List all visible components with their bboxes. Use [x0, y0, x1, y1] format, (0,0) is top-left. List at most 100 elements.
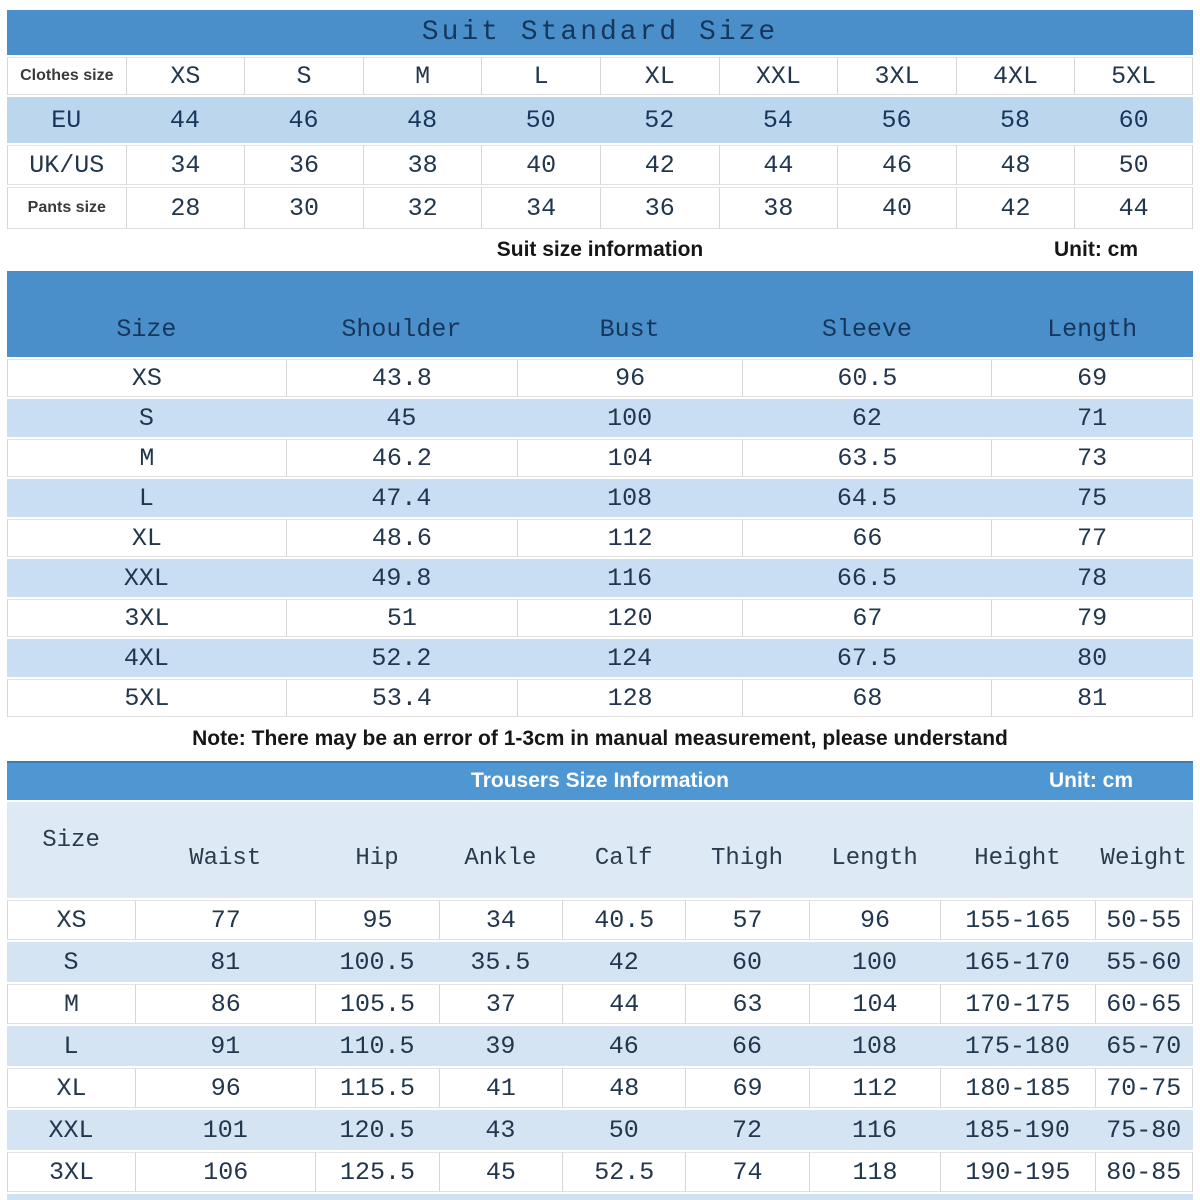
- row-label-cell: UK/US: [7, 145, 126, 186]
- suit-info-title: Suit size information: [496, 238, 704, 262]
- value-cell: 77: [991, 519, 1193, 557]
- size-cell: XL: [7, 1068, 136, 1109]
- size-cell: 3XL: [7, 599, 286, 637]
- value-cell: 175-180: [940, 1026, 1095, 1067]
- value-cell: 44: [1074, 187, 1193, 230]
- size-cell: 4XL: [7, 639, 286, 677]
- value-cell: 57: [685, 900, 809, 941]
- value-cell: 53.4: [285, 679, 517, 717]
- value-cell: 52.5: [562, 1152, 686, 1193]
- value-cell: 37: [438, 984, 563, 1025]
- value-cell: 36: [244, 145, 363, 186]
- value-cell: 110.5: [315, 1026, 439, 1067]
- value-cell: 50: [1074, 145, 1193, 186]
- value-cell: 74: [685, 1152, 809, 1193]
- suit-info-row: L 47.4 108 64.5 75: [7, 479, 1193, 517]
- value-cell: 30: [244, 187, 363, 230]
- value-cell: 118: [808, 1152, 941, 1193]
- size-cell: 3XL: [7, 1152, 136, 1193]
- trousers-row: S 81 100.5 35.5 42 60 100 165-170 55-60: [7, 942, 1193, 983]
- value-cell: 34: [481, 187, 600, 230]
- value-cell: 58: [955, 97, 1075, 144]
- value-cell: XL: [599, 57, 719, 96]
- value-cell: 69: [685, 1068, 809, 1109]
- column-header-cell: Size: [7, 271, 286, 357]
- value-cell: 50-55: [1094, 900, 1193, 941]
- suit-standard-row: Pants size 28 30 32 34 36 38 40 42 44: [7, 187, 1193, 230]
- value-cell: 104: [516, 439, 743, 477]
- value-cell: 52.2: [285, 639, 517, 677]
- value-cell: 55-60: [1094, 942, 1193, 983]
- value-cell: 60.5: [742, 359, 992, 397]
- value-cell: 46.2: [285, 439, 517, 477]
- value-cell: 79: [991, 599, 1193, 637]
- row-label-cell: Clothes size: [7, 57, 126, 96]
- value-cell: M: [362, 57, 482, 96]
- value-cell: 46: [244, 97, 363, 144]
- row-label-cell: Pants size: [7, 187, 126, 230]
- value-cell: 116: [516, 559, 743, 597]
- value-cell: 48.6: [285, 519, 517, 557]
- value-cell: 40: [481, 145, 600, 186]
- value-cell: 40: [837, 187, 956, 230]
- trousers-titlebar: Trousers Size Information Unit: cm: [7, 760, 1193, 801]
- value-cell: 48: [562, 1068, 686, 1109]
- value-cell: 112: [808, 1068, 941, 1109]
- size-cell: S: [7, 942, 136, 983]
- value-cell: 155-165: [940, 900, 1095, 941]
- trousers-title: Trousers Size Information: [471, 769, 729, 793]
- trousers-row: XL 96 115.5 41 48 69 112 180-185 70-75: [7, 1068, 1193, 1109]
- suit-standard-row: UK/US 34 36 38 40 42 44 46 48 50: [7, 145, 1193, 186]
- value-cell: 125.5: [315, 1152, 439, 1193]
- column-header-cell: Size: [7, 802, 136, 899]
- size-cell: L: [7, 479, 286, 517]
- value-cell: 46: [837, 145, 956, 186]
- value-cell: 80-85: [1094, 1152, 1193, 1193]
- value-cell: 39: [438, 1026, 563, 1067]
- value-cell: 48: [362, 97, 482, 144]
- value-cell: 69: [991, 359, 1193, 397]
- column-header-cell: Waist: [135, 802, 316, 899]
- value-cell: 56: [837, 97, 956, 144]
- value-cell: 86: [135, 984, 316, 1025]
- value-cell: 120.5: [315, 1110, 439, 1151]
- value-cell: 60: [685, 942, 809, 983]
- value-cell: 180-185: [940, 1068, 1095, 1109]
- suit-info-table: Size Shoulder Bust Sleeve Length XS 43.8 96 60.…: [7, 269, 1193, 719]
- value-cell: 68: [742, 679, 992, 717]
- value-cell: 91: [135, 1026, 316, 1067]
- size-cell: XL: [7, 519, 286, 557]
- trousers-unit: Unit: cm: [1049, 769, 1133, 793]
- value-cell: 46: [562, 1026, 686, 1067]
- value-cell: 32: [362, 187, 482, 230]
- value-cell: 96: [516, 359, 743, 397]
- column-header-cell: Calf: [562, 802, 686, 899]
- value-cell: 49.8: [285, 559, 517, 597]
- value-cell: 50: [562, 1110, 686, 1151]
- value-cell: XXL: [718, 57, 838, 96]
- value-cell: 43: [438, 1110, 563, 1151]
- column-header-cell: Sleeve: [742, 271, 992, 357]
- value-cell: 64.5: [742, 479, 992, 517]
- value-cell: 106: [135, 1152, 316, 1193]
- value-cell: 124: [516, 639, 743, 677]
- value-cell: 108: [808, 1026, 941, 1067]
- value-cell: 42: [562, 942, 686, 983]
- column-header-cell: Weight: [1094, 802, 1193, 899]
- value-cell: 63.5: [742, 439, 992, 477]
- value-cell: 128: [516, 679, 743, 717]
- suit-info-row: 3XL 51 120 67 79: [7, 599, 1193, 637]
- value-cell: 35.5: [438, 942, 563, 983]
- size-cell: L: [7, 1026, 136, 1067]
- value-cell: 100: [516, 399, 743, 437]
- value-cell: 38: [718, 187, 838, 230]
- suit-info-row: S 45 100 62 71: [7, 399, 1193, 437]
- value-cell: 4XL: [955, 57, 1075, 96]
- value-cell: 41: [438, 1068, 563, 1109]
- value-cell: 77: [135, 900, 316, 941]
- suit-info-unit: Unit: cm: [1054, 238, 1138, 262]
- value-cell: 104: [808, 984, 941, 1025]
- value-cell: 50: [481, 97, 600, 144]
- value-cell: L: [481, 57, 600, 96]
- suit-info-row: M 46.2 104 63.5 73: [7, 439, 1193, 477]
